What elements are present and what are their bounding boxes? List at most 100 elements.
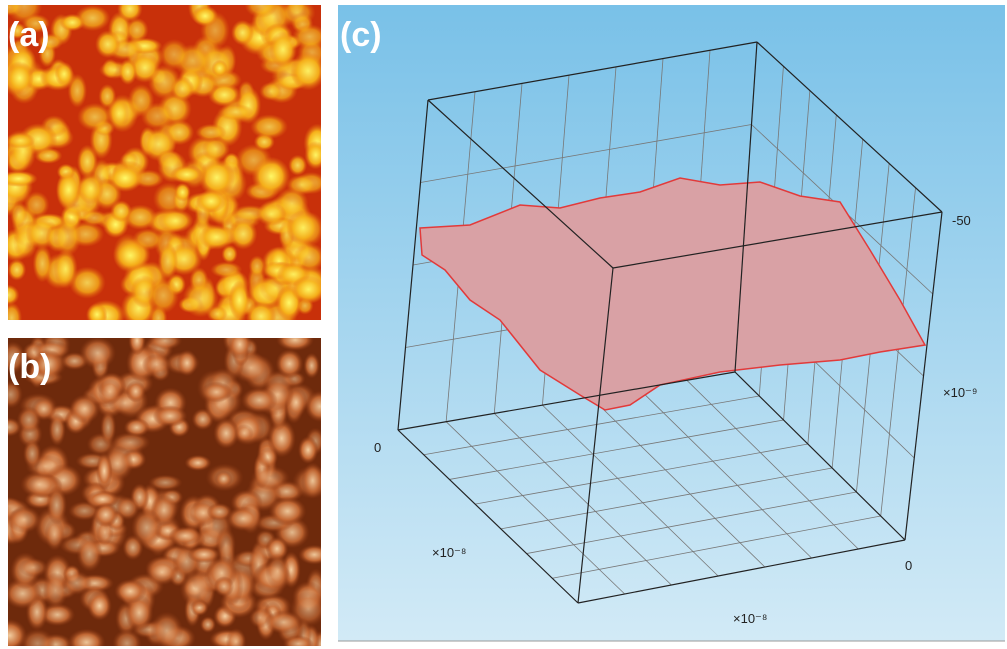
grain	[171, 76, 195, 101]
grain	[214, 576, 234, 597]
grain	[10, 201, 28, 228]
grain	[128, 326, 145, 355]
grain	[200, 616, 216, 633]
grain	[192, 5, 218, 26]
grain	[87, 303, 108, 325]
grain	[69, 394, 100, 423]
grain	[196, 190, 226, 213]
grain	[159, 39, 189, 70]
grain	[145, 559, 178, 585]
grain	[114, 579, 146, 604]
grain	[305, 391, 335, 422]
grain	[252, 157, 291, 196]
grain	[77, 145, 98, 179]
grain	[265, 553, 289, 589]
grain	[301, 462, 324, 498]
grain	[126, 380, 146, 402]
grain	[177, 350, 198, 377]
axis-label: -50	[952, 213, 971, 228]
grain	[96, 452, 112, 490]
grain	[210, 262, 242, 278]
grain	[1, 302, 22, 333]
grain	[98, 379, 122, 405]
grain	[55, 62, 74, 86]
grain	[5, 133, 35, 149]
grain	[303, 353, 319, 379]
grain	[286, 210, 320, 246]
grain	[7, 506, 41, 533]
grain	[77, 103, 112, 131]
grain	[8, 259, 27, 281]
axis-label: ×10⁻⁸	[733, 611, 767, 626]
axis-label: 0	[374, 440, 381, 455]
axis-label: 0	[905, 558, 912, 573]
grain	[257, 447, 278, 467]
grain	[148, 277, 179, 313]
grain	[241, 387, 278, 413]
grain	[298, 545, 330, 565]
grain	[153, 405, 188, 426]
grain	[53, 217, 81, 257]
panel-label: (c)	[340, 16, 382, 54]
grain	[60, 14, 85, 31]
figure: (a) (b) (c) -50 ×10⁻⁹ 0 ×10⁻⁸ 0 ×10⁻⁸	[0, 0, 1007, 649]
grain	[304, 141, 327, 170]
grain	[18, 558, 48, 577]
grain	[180, 569, 214, 608]
grain	[61, 571, 92, 595]
grain	[158, 209, 194, 233]
grain	[269, 497, 307, 526]
grain	[276, 329, 314, 351]
grain	[148, 331, 183, 350]
grain	[215, 471, 233, 488]
axis-label: ×10⁻⁹	[943, 385, 977, 400]
grain	[292, 24, 327, 49]
grain	[56, 171, 81, 209]
grain	[256, 202, 287, 226]
grain	[264, 610, 303, 634]
grain	[279, 0, 316, 27]
grain	[6, 61, 34, 95]
grain	[119, 59, 137, 85]
grain	[231, 20, 254, 46]
grain	[276, 349, 304, 379]
grain	[290, 52, 326, 91]
grain	[79, 337, 116, 370]
grain	[128, 84, 155, 117]
grain	[188, 546, 221, 563]
panel-label: (b)	[8, 348, 51, 386]
grain	[199, 224, 235, 250]
grain	[250, 114, 288, 139]
grain	[95, 30, 121, 58]
grain	[201, 382, 232, 403]
grain	[217, 104, 254, 120]
panel-label: (a)	[8, 16, 50, 54]
grain	[246, 301, 277, 331]
axis-label: ×10⁻⁸	[432, 545, 466, 560]
grain	[226, 506, 260, 531]
grain	[229, 218, 257, 249]
grain	[81, 210, 108, 226]
grain	[235, 424, 254, 442]
grain	[87, 591, 112, 621]
grain	[24, 191, 50, 218]
grain	[33, 245, 52, 283]
grain	[113, 239, 148, 272]
grain	[212, 60, 228, 77]
grain	[228, 329, 252, 359]
grain	[184, 455, 211, 471]
grain	[298, 436, 318, 464]
grain	[168, 526, 201, 545]
grain	[158, 242, 178, 280]
grain	[170, 165, 203, 183]
grain	[291, 275, 326, 303]
grain	[150, 612, 183, 649]
grain	[17, 406, 42, 433]
grain	[288, 155, 307, 176]
grain	[23, 439, 42, 469]
grain	[108, 164, 143, 192]
grain	[110, 200, 132, 222]
grain	[183, 280, 219, 317]
grain	[202, 137, 230, 161]
grain	[174, 183, 190, 202]
